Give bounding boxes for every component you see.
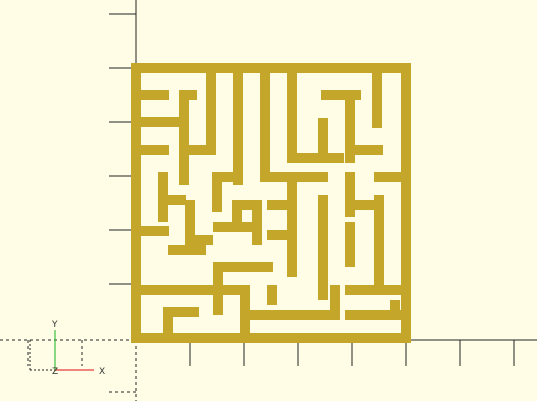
maze-wall [179,145,189,185]
gizmo-z-label: Z [52,367,58,377]
gizmo-x-label: X [99,367,105,377]
maze-wall [131,333,411,343]
maze-wall [250,310,340,320]
maze-wall [287,73,297,163]
maze-wall [158,195,186,205]
maze-wall [252,200,262,245]
maze-wall [355,200,375,210]
maze-wall [163,307,199,317]
maze-wall [213,222,253,232]
maze-wall [141,90,169,100]
maze-wall [213,295,223,315]
maze-wall [260,73,270,180]
maze-wall [189,145,216,155]
maze-wall [330,285,340,315]
maze-wall [267,230,297,240]
maze-wall [185,200,195,245]
maze-wall [141,145,169,155]
maze-wall [321,90,361,100]
maze-wall [267,200,297,210]
maze-wall [212,172,222,212]
maze-wall [213,272,223,285]
maze-wall [318,250,328,300]
maze-wall [168,245,206,255]
maze-wall [298,172,328,182]
maze-wall [141,117,189,127]
maze-wall [372,73,382,128]
maze-wall [345,222,355,267]
maze-wall [267,285,277,305]
maze-wall [318,195,328,250]
maze-wall [260,172,298,182]
maze-wall [287,222,297,277]
maze-wall [287,153,344,163]
maze-wall [345,172,355,217]
maze-wall [345,90,355,163]
maze-wall [232,200,242,230]
maze-wall [185,235,213,245]
maze-wall [232,200,262,210]
maze-wall [233,145,243,185]
maze-wall [345,285,401,295]
maze-wall [345,310,401,320]
maze-wall [131,63,141,343]
maze-model[interactable] [131,63,411,343]
maze-wall [131,63,411,73]
maze-wall [141,285,241,295]
maze-wall [163,307,173,333]
maze-wall [390,300,400,320]
maze-wall [401,63,411,343]
gizmo-y-label: Y [51,320,58,330]
maze-wall [213,262,273,272]
axis-ticks [27,13,515,393]
axes-gizmo: Y X Z [29,320,105,377]
maze-wall [372,118,382,128]
maze-wall [318,118,328,163]
maze-wall [240,285,250,333]
maze-wall [141,226,169,236]
maze-wall [212,172,243,182]
maze-wall [355,145,383,155]
maze-wall [287,172,297,222]
maze-wall [374,195,384,285]
maze-wall [374,172,401,182]
maze-wall [233,73,243,153]
maze-wall [206,73,216,153]
